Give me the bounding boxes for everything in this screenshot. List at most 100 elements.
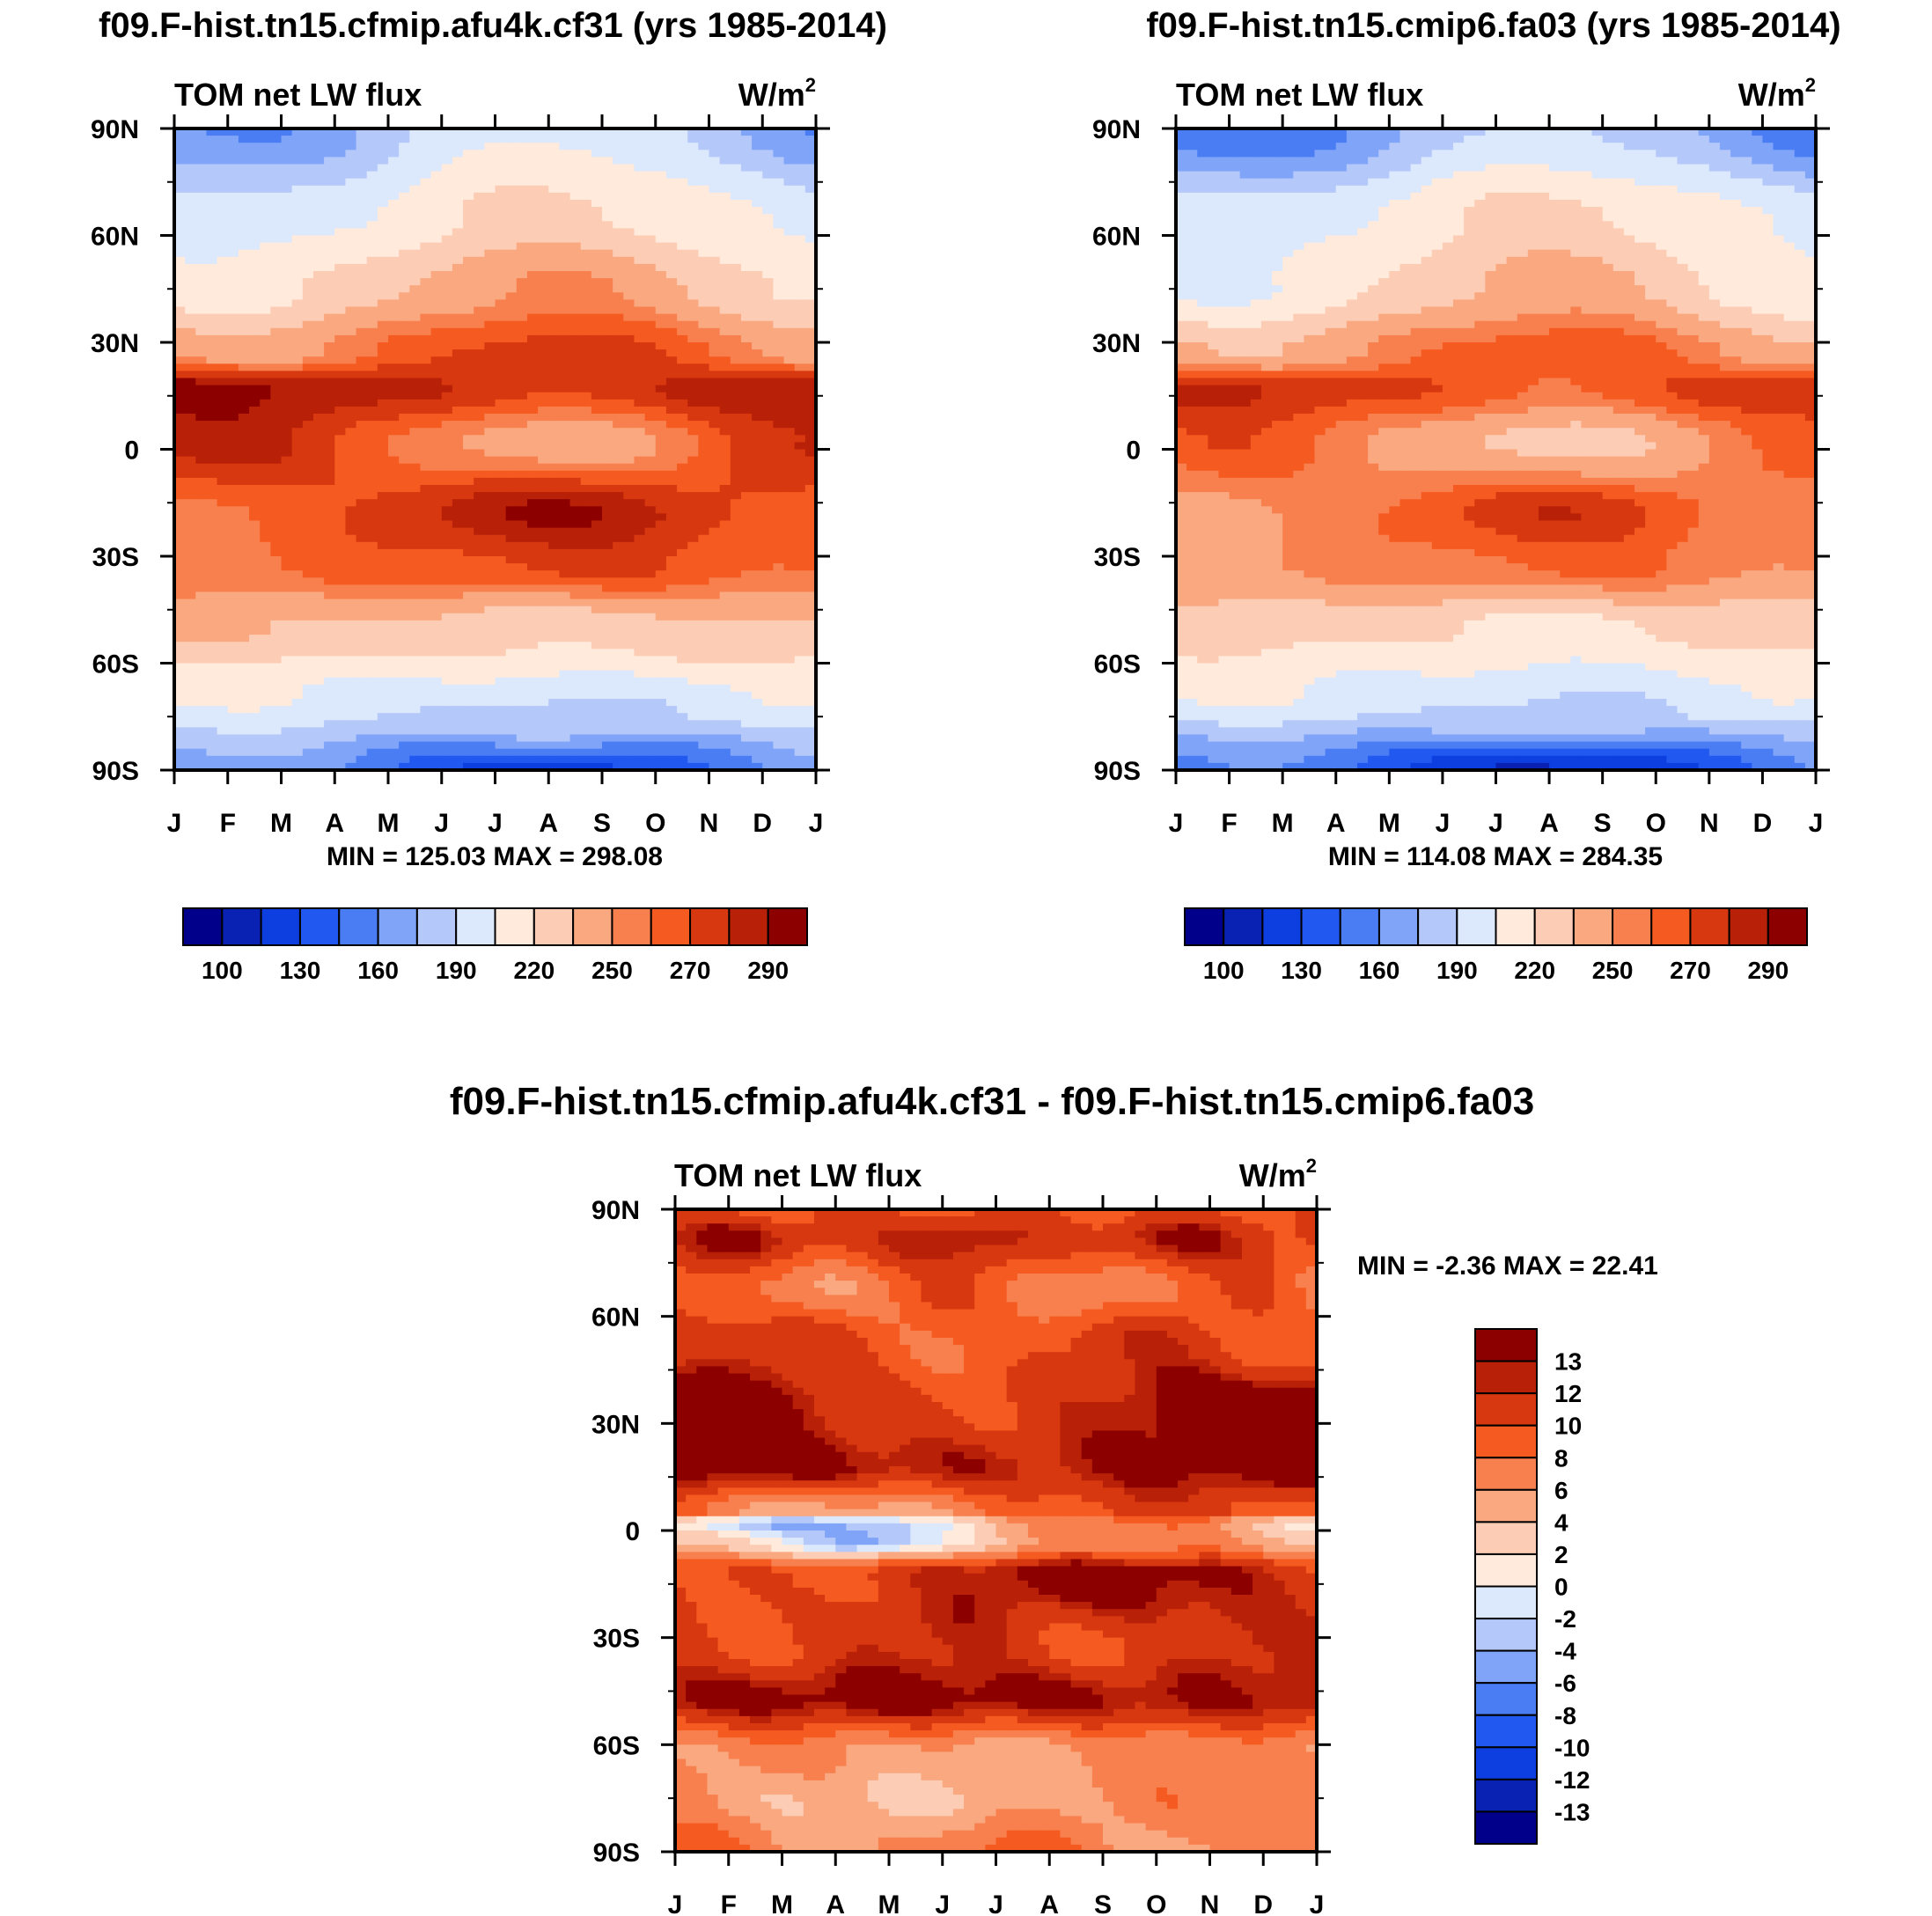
contour-cell [430,613,443,621]
contour-cell [495,385,507,393]
contour-cell [773,178,785,187]
contour-cell [602,385,613,393]
contour-cell [709,477,721,486]
contour-cell [762,292,774,300]
contour-cell [452,628,464,635]
contour-cell [312,442,325,451]
contour-cell [174,649,186,657]
contour-cell [195,456,208,465]
contour-cell [474,157,485,165]
contour-cell [260,527,271,536]
contour-cell [377,378,389,386]
contour-cell [505,691,518,700]
contour-cell [291,563,304,571]
contour-cell [740,563,753,571]
contour-cell [719,178,731,187]
contour-cell [206,221,218,229]
contour-cell [227,164,239,173]
contour-cell [783,263,796,272]
contour-cell [644,613,657,621]
contour-cell [420,677,432,686]
contour-cell [484,635,496,642]
contour-cell [174,371,186,379]
contour-cell [430,642,443,650]
contour-cell [655,128,667,136]
contour-cell [270,385,283,393]
contour-cell [495,563,507,571]
contour-cell [334,242,346,251]
contour-cell [474,628,485,635]
contour-cell [634,577,646,585]
contour-cell [377,292,389,300]
contour-cell [548,463,560,472]
contour-cell [505,185,518,194]
contour-cell [195,371,208,379]
contour-cell [634,548,646,557]
contour-cell [602,285,613,293]
contour-cell [441,642,453,650]
contour-cell [324,228,335,237]
contour-cell [185,392,196,400]
contour-cell [548,292,560,300]
contour-cell [260,513,271,522]
contour-cell [484,406,496,415]
contour-cell [559,299,571,308]
contour-cell [677,541,688,550]
contour-cell [185,534,196,543]
contour-cell [441,570,453,578]
contour-cell [281,385,293,393]
contour-cell [270,699,283,707]
contour-cell [687,342,699,350]
contour-cell [602,499,613,507]
contour-cell [655,414,667,422]
contour-cell [302,613,314,621]
contour-cell [602,591,613,600]
contour-cell [260,200,271,208]
contour-cell [377,235,389,244]
contour-cell [634,442,646,451]
contour-cell [356,143,368,150]
contour-cell [709,527,721,536]
contour-cell [174,278,186,286]
contour-cell [730,656,742,664]
contour-cell [484,556,496,564]
contour-cell [730,635,742,642]
contour-cell [377,649,389,657]
contour-cell [388,256,400,265]
contour-cell [773,256,785,265]
contour-cell [677,128,688,136]
contour-cell [495,556,507,564]
contour-cell [302,570,314,578]
contour-cell [185,706,196,714]
contour-cell [185,613,196,621]
contour-cell [526,520,539,529]
contour-cell [302,235,314,244]
contour-cell [794,356,806,364]
contour-cell [719,449,731,458]
contour-cell [602,207,613,215]
contour-cell [773,171,785,180]
contour-cell [644,684,657,693]
contour-cell [634,171,646,180]
contour-cell [665,713,678,721]
contour-cell [249,663,261,672]
contour-cell [356,677,368,686]
contour-cell [709,385,721,393]
contour-cell [644,178,657,187]
contour-cell [227,192,239,201]
contour-cell [516,306,528,315]
contour-cell [687,527,699,536]
contour-cell [752,242,763,251]
contour-cell [665,706,678,714]
contour-cell [463,670,474,679]
contour-cell [548,164,560,173]
contour-cell [548,684,560,693]
contour-cell [217,406,229,415]
contour-cell [719,249,731,258]
contour-cell [719,136,731,143]
contour-cell [773,642,785,650]
contour-cell [420,421,432,429]
contour-cell [495,591,507,600]
contour-cell [516,577,528,585]
contour-cell [356,463,368,472]
